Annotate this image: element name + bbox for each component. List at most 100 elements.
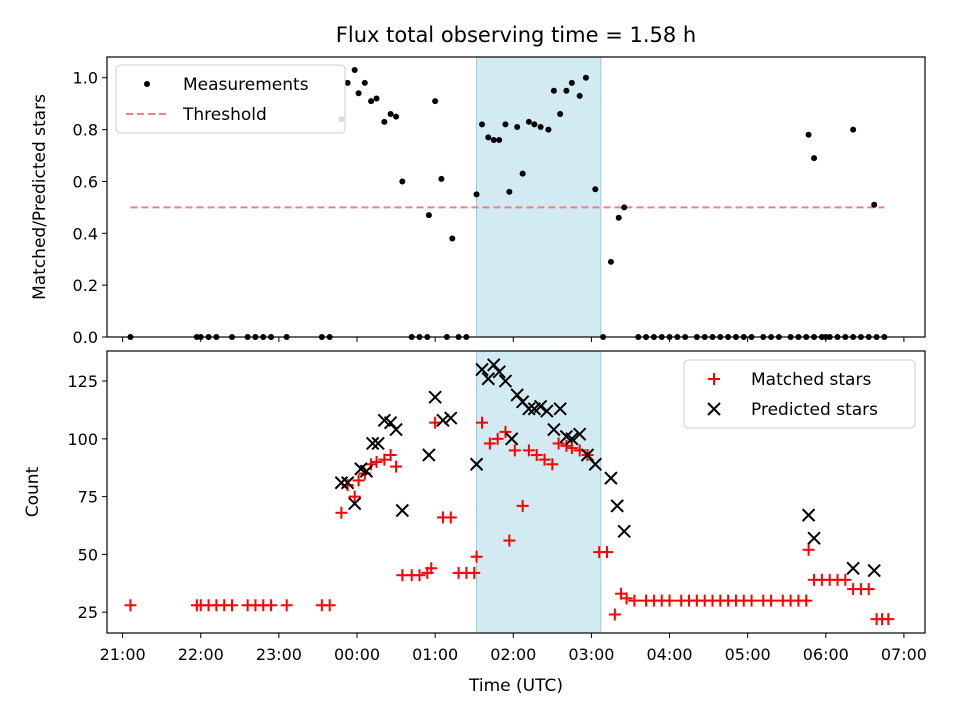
matched-stars-point (280, 599, 293, 612)
count-panel: 25 50 75 100 125 21:00 22:00 23:00 00:00 01:00 02… (23, 350, 927, 696)
observing-window-span (476, 56, 602, 338)
predicted-stars-point (487, 358, 501, 372)
count-marks (124, 358, 895, 626)
measurement-point (351, 66, 358, 73)
measurement-point (514, 124, 521, 130)
count-axes-frame (106, 350, 926, 634)
matched-stars-point (745, 594, 758, 607)
x-tick-label: 22:00 (178, 645, 224, 664)
matched-stars-point (483, 437, 496, 450)
matched-stars-point (546, 458, 559, 471)
measurement-point (485, 134, 492, 141)
matched-stars-point (370, 455, 383, 468)
matched-stars-point (628, 594, 641, 607)
predicted-stars-point (444, 411, 458, 425)
x-tick-label: 05:00 (725, 645, 771, 664)
matched-stars-point (499, 425, 512, 438)
matched-stars-point (476, 416, 489, 429)
count-legend-box (683, 359, 916, 429)
x-tick-label: 21:00 (100, 645, 146, 664)
matched-stars-point (565, 442, 578, 455)
measurement-point (438, 175, 445, 182)
matched-stars-point (601, 546, 614, 559)
matched-stars-point (378, 453, 391, 466)
matched-stars-point (552, 437, 565, 450)
matched-stars-point (663, 594, 676, 607)
measurement-point (537, 124, 544, 130)
matched-stars-point (124, 599, 137, 612)
measurement-point (871, 201, 878, 208)
predicted-stars-point (334, 476, 349, 490)
measurement-point (425, 212, 432, 219)
predicted-stars-point (340, 476, 355, 490)
measurement-point (393, 113, 400, 120)
predicted-stars-point (481, 372, 495, 386)
predicted-stars-point (604, 471, 618, 485)
matched-stars-point (390, 460, 403, 473)
matched-stars-point (508, 444, 521, 457)
matched-stars-point (352, 474, 365, 487)
predicted-stars-point (846, 561, 860, 575)
matched-stars-point (530, 449, 543, 462)
matched-stars-point (348, 490, 361, 503)
legend-matched-marker (708, 373, 720, 385)
predicted-stars-point (540, 404, 554, 418)
predicted-stars-point (389, 422, 403, 437)
matched-stars-point (444, 511, 457, 524)
count-x-ticks: 21:00 22:00 23:00 00:00 01:00 02:00 03:00 04:00… (100, 633, 927, 664)
predicted-stars-point (498, 374, 513, 388)
matched-stars-point (839, 573, 852, 586)
ratio-legend-box (115, 64, 346, 134)
matched-stars-point (365, 458, 378, 471)
matched-stars-point (470, 550, 483, 563)
measurement-point (373, 95, 380, 102)
measurement-point (531, 121, 538, 128)
matched-stars-point (491, 432, 504, 445)
predicted-stars-point (383, 415, 398, 430)
predicted-stars-point (617, 524, 631, 539)
predicted-stars-point (522, 402, 536, 416)
count-y-tick-label: 50 (78, 545, 98, 564)
legend-measurements-label: Measurements (183, 75, 309, 95)
matched-stars-point (560, 439, 573, 452)
predicted-stars-point (867, 563, 881, 578)
measurement-point (545, 126, 552, 133)
predicted-stars-point (436, 413, 450, 428)
measurement-point (621, 204, 628, 211)
matched-stars-point (538, 453, 551, 466)
measurement-point (399, 178, 406, 185)
predicted-stars-point (469, 457, 484, 471)
measurement-point (582, 74, 589, 81)
matched-stars-point (425, 562, 438, 575)
measurement-point (479, 121, 486, 128)
measurement-point (387, 111, 394, 118)
measurement-point (525, 118, 532, 125)
matched-stars-point (226, 599, 239, 612)
measurement-point (502, 121, 509, 128)
measurement-point (576, 92, 583, 99)
ratio-y-ticks: 0.0 0.2 0.4 0.6 0.8 1.0 (73, 69, 107, 347)
matched-stars-point (802, 543, 815, 556)
x-tick-label: 03:00 (568, 645, 614, 664)
ratio-y-tick-label: 0.6 (73, 172, 98, 191)
count-y-tick-label: 125 (67, 372, 98, 391)
ratio-x-ticks (122, 337, 905, 342)
legend-threshold-label: Threshold (182, 105, 267, 125)
predicted-stars-point (475, 362, 489, 377)
count-legend: Matched stars Predicted stars (683, 359, 916, 429)
predicted-stars-point (807, 531, 821, 545)
measurement-point (381, 118, 388, 125)
predicted-stars-point (580, 448, 595, 462)
matched-stars-point (608, 608, 621, 621)
predicted-stars-point (395, 503, 410, 518)
matched-stars-point (620, 592, 633, 605)
measurement-point (550, 87, 557, 94)
measurement-point (850, 126, 857, 133)
measurement-point (344, 79, 351, 86)
x-tick-label: 23:00 (256, 645, 302, 664)
matched-stars-point (522, 444, 535, 457)
measurement-point (563, 87, 570, 94)
predicted-stars-point (801, 508, 816, 522)
count-y-tick-label: 100 (67, 430, 98, 449)
